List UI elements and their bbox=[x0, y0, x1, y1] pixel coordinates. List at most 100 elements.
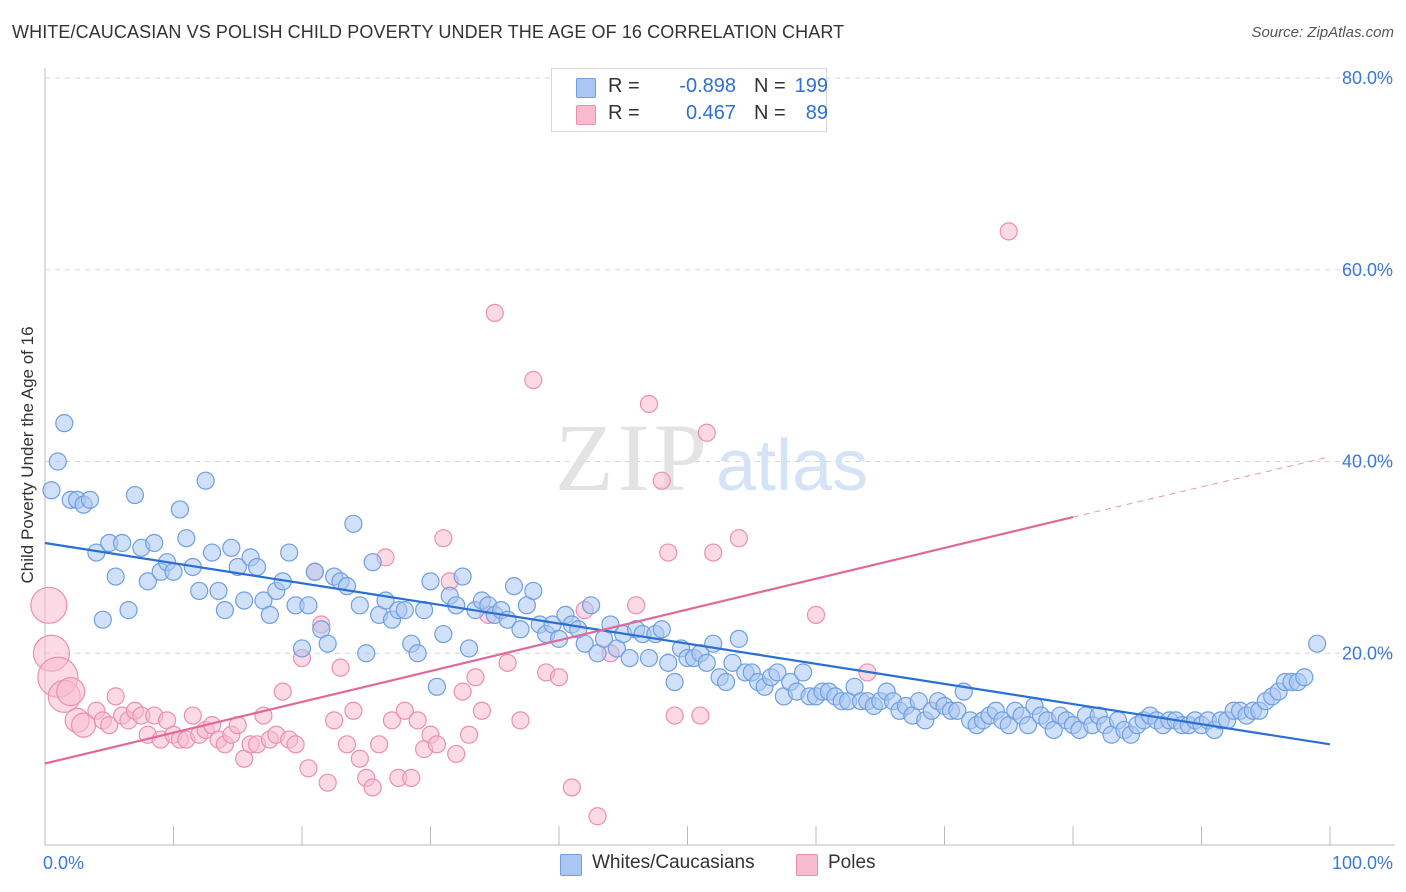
poles-point bbox=[434, 529, 453, 548]
poles-point bbox=[588, 807, 607, 826]
whites-point bbox=[190, 581, 209, 601]
n-value: 199 bbox=[794, 75, 828, 97]
pink-swatch-icon bbox=[576, 105, 596, 125]
watermark-atlas: atlas bbox=[716, 426, 868, 506]
whites-point bbox=[350, 596, 369, 615]
poles-point bbox=[331, 658, 350, 677]
whites-point bbox=[125, 485, 145, 505]
poles-point bbox=[549, 668, 569, 687]
whites-point bbox=[55, 414, 74, 433]
poles-point bbox=[408, 711, 427, 730]
whites-point bbox=[639, 648, 659, 668]
poles-point bbox=[639, 394, 659, 414]
whites-point bbox=[235, 591, 254, 610]
whites-point bbox=[504, 577, 524, 596]
poles-point bbox=[806, 605, 826, 625]
poles-point bbox=[652, 471, 671, 490]
whites-point bbox=[222, 538, 241, 557]
whites-point bbox=[357, 644, 376, 663]
poles-point bbox=[999, 222, 1018, 241]
whites-point bbox=[582, 596, 601, 615]
whites-point bbox=[112, 533, 132, 553]
whites-point bbox=[524, 581, 543, 601]
poles-point bbox=[183, 706, 202, 725]
r-label: R = bbox=[608, 102, 640, 124]
whites-point bbox=[652, 620, 671, 639]
whites-point bbox=[447, 596, 466, 615]
whites-point bbox=[106, 567, 125, 586]
poles-point bbox=[498, 653, 517, 672]
whites-point bbox=[459, 639, 479, 658]
poles-point bbox=[100, 716, 119, 735]
poles-point bbox=[273, 682, 292, 701]
poles-trend-extension bbox=[1072, 456, 1331, 518]
n-label: N = bbox=[754, 75, 786, 97]
axes bbox=[44, 68, 1395, 846]
whites-trend-line bbox=[44, 541, 1331, 746]
poles-point bbox=[318, 773, 337, 792]
whites-point bbox=[697, 653, 716, 672]
whites-point bbox=[659, 653, 678, 672]
whites-point bbox=[511, 620, 530, 639]
gridlines bbox=[45, 77, 1395, 654]
blue-swatch-icon bbox=[560, 854, 582, 876]
tick-labels: 20.0% 40.0% 60.0% 80.0% 0.0% 100.0% bbox=[43, 68, 1393, 873]
poles-point bbox=[524, 370, 543, 390]
y-tick-label: 40.0% bbox=[1342, 452, 1393, 472]
whites-point bbox=[421, 572, 440, 591]
whites-point bbox=[48, 452, 67, 471]
whites-point bbox=[228, 557, 247, 577]
whites-point bbox=[215, 601, 234, 620]
whites-point bbox=[620, 648, 639, 668]
poles-point bbox=[472, 701, 491, 720]
poles-point bbox=[665, 706, 684, 725]
r-value: 0.467 bbox=[685, 102, 736, 124]
watermark-zip: ZIP bbox=[555, 404, 711, 511]
whites-point bbox=[1018, 716, 1038, 735]
poles-point bbox=[697, 423, 716, 442]
whites-point bbox=[1295, 668, 1314, 687]
poles-point bbox=[485, 303, 504, 322]
x-tick-label: 100.0% bbox=[1332, 853, 1393, 873]
poles-point bbox=[350, 749, 369, 768]
whites-point bbox=[318, 634, 337, 653]
poles-point bbox=[382, 711, 402, 730]
poles-point bbox=[299, 759, 318, 778]
poles-point bbox=[363, 778, 382, 797]
poles-point bbox=[325, 711, 344, 730]
poles-point bbox=[344, 701, 363, 720]
whites-point bbox=[299, 596, 318, 615]
whites-point bbox=[280, 543, 299, 562]
whites-point bbox=[716, 672, 736, 692]
poles-point bbox=[626, 596, 646, 615]
n-label: N = bbox=[754, 102, 786, 124]
poles-point bbox=[459, 725, 479, 744]
poles-point bbox=[691, 706, 710, 725]
legend-label-poles: Poles bbox=[828, 852, 876, 873]
whites-point bbox=[202, 543, 222, 562]
whites-point bbox=[164, 562, 183, 581]
blue-swatch-icon bbox=[576, 78, 596, 98]
whites-point bbox=[434, 624, 453, 644]
poles-point bbox=[286, 735, 305, 754]
pink-swatch-icon bbox=[796, 854, 818, 876]
whites-point bbox=[909, 692, 928, 711]
whites-points bbox=[42, 414, 1327, 744]
correlation-legend: R = -0.898 N = 199 R = 0.467 N = 89 bbox=[551, 68, 828, 132]
whites-point bbox=[138, 572, 157, 591]
whites-point bbox=[344, 514, 363, 533]
whites-point bbox=[93, 610, 112, 629]
watermark: ZIP atlas bbox=[555, 404, 868, 511]
whites-point bbox=[408, 644, 427, 663]
poles-point bbox=[447, 744, 466, 764]
whites-point bbox=[119, 601, 138, 620]
whites-point bbox=[247, 557, 267, 577]
legend-label-whites: Whites/Caucasians bbox=[592, 852, 755, 873]
y-tick-label: 80.0% bbox=[1342, 68, 1393, 88]
poles-point bbox=[402, 768, 421, 787]
n-value: 89 bbox=[805, 102, 828, 124]
whites-point bbox=[665, 672, 684, 692]
poles-point bbox=[659, 543, 678, 562]
poles-point bbox=[466, 668, 485, 687]
